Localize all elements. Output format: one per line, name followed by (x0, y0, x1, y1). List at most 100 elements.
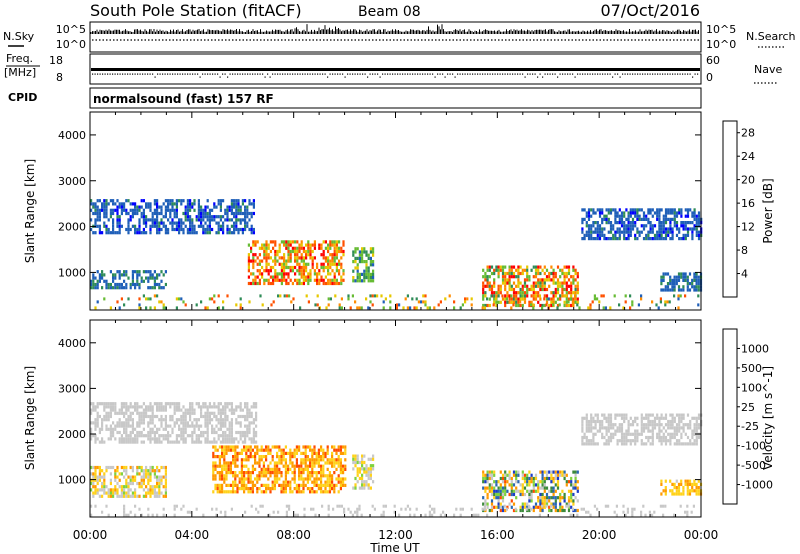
velocity-cell (693, 489, 696, 493)
power-cell (656, 237, 659, 241)
velocity-cell (510, 486, 513, 490)
power-cell (186, 215, 189, 219)
power-cell (211, 227, 214, 232)
power-cell (512, 281, 516, 285)
power-cell (127, 218, 130, 222)
power-cell (118, 202, 121, 206)
velocity-cell (691, 432, 694, 436)
power-cell (247, 253, 250, 257)
velocity-cell (629, 432, 632, 436)
power-cell (695, 275, 698, 279)
power-cell (178, 221, 181, 225)
velocity-cell (109, 411, 112, 415)
velocity-cell (320, 467, 323, 471)
power-cell (109, 270, 112, 274)
velocity-cell (365, 483, 368, 487)
velocity-cell (204, 418, 207, 422)
power-cell (495, 291, 498, 295)
power-cell (316, 272, 319, 276)
velocity-cell (322, 490, 325, 494)
nave-dot (269, 76, 271, 78)
velocity-cell (129, 414, 132, 419)
power-cell (92, 282, 95, 287)
power-cell (667, 208, 670, 212)
power-cell (313, 269, 316, 273)
velocity-cell (695, 426, 698, 430)
velocity-cell (234, 471, 237, 475)
velocity-cell (677, 492, 681, 496)
velocity-cell (342, 483, 345, 487)
velocity-cell (344, 467, 347, 471)
power-cell (482, 281, 485, 285)
velocity-cell (526, 483, 529, 487)
velocity-cell (136, 481, 139, 486)
power-cell (620, 217, 624, 221)
power-cell (669, 230, 672, 234)
power-cell (142, 294, 145, 298)
power-cell (250, 211, 253, 216)
power-cell (601, 230, 604, 234)
nave-dot (517, 73, 519, 75)
power-cell (246, 221, 249, 225)
power-cell (173, 208, 176, 212)
power-cell (235, 199, 238, 203)
nave-dot (154, 76, 156, 78)
velocity-cell (271, 467, 274, 471)
velocity-cell (96, 488, 99, 492)
velocity-cell (664, 486, 667, 490)
power-cell (265, 240, 268, 244)
power-cell (136, 273, 139, 277)
velocity-cell (517, 480, 520, 484)
power-cell (614, 230, 617, 234)
power-cell (530, 287, 533, 292)
power-cell (228, 218, 231, 222)
power-cell (252, 272, 255, 276)
velocity-cell (223, 480, 226, 484)
velocity-cell (658, 426, 661, 430)
power-cell (98, 279, 101, 283)
power-cell (291, 249, 294, 254)
velocity-cell (184, 437, 187, 441)
velocity-cell (356, 454, 359, 458)
velocity-cell (671, 423, 674, 427)
nave-dot (459, 73, 461, 75)
nave-dot (519, 73, 521, 75)
velocity-cell (114, 437, 117, 441)
velocity-cell (125, 421, 128, 425)
power-cell (682, 275, 685, 279)
velocity-cell (236, 483, 239, 487)
power-cell (327, 256, 330, 260)
velocity-cell (214, 464, 217, 468)
power-cell (299, 306, 302, 310)
power-cell (311, 259, 314, 263)
power-cell (241, 227, 244, 232)
power-cell (267, 269, 270, 273)
power-cell (565, 265, 568, 269)
velocity-cell (596, 419, 599, 424)
power-cell (318, 243, 321, 247)
velocity-cell (295, 445, 298, 449)
velocity-cell (252, 427, 255, 431)
power-cell (239, 303, 242, 307)
velocity-cell (656, 435, 659, 440)
velocity-cell (94, 465, 97, 470)
velocity-cell (693, 432, 696, 436)
power-cell (361, 260, 364, 264)
power-cell (258, 246, 261, 250)
velocity-cell (243, 480, 246, 484)
power-cell (228, 208, 231, 212)
velocity-cell (156, 414, 159, 419)
power-cell (556, 281, 560, 285)
velocity-cell (127, 513, 130, 517)
power-cell (565, 287, 568, 292)
velocity-cell (490, 470, 494, 474)
nave-dot (262, 73, 264, 75)
velocity-cell (186, 424, 189, 428)
velocity-cell (317, 461, 320, 465)
power-cell (340, 256, 343, 260)
velocity-cell (556, 473, 560, 477)
power-cell (596, 208, 599, 212)
velocity-cell (607, 419, 610, 424)
power-cell (267, 272, 270, 276)
